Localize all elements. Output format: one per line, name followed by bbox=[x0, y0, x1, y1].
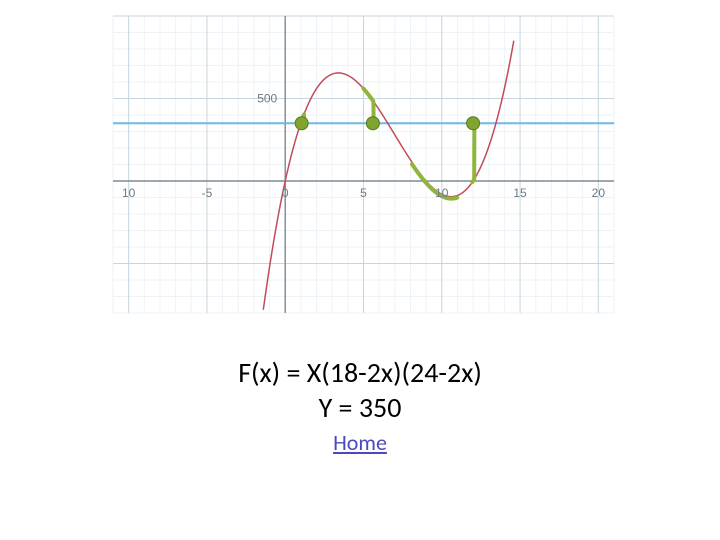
svg-text:20: 20 bbox=[592, 186, 606, 200]
equation-line-1: F(x) = X(18-2x)(24-2x) bbox=[0, 355, 720, 390]
svg-text:5: 5 bbox=[360, 186, 367, 200]
svg-text:15: 15 bbox=[513, 186, 527, 200]
home-link[interactable]: Home bbox=[333, 429, 387, 456]
svg-text:0: 0 bbox=[282, 186, 289, 200]
svg-text:-5: -5 bbox=[202, 186, 213, 200]
svg-text:10: 10 bbox=[435, 186, 449, 200]
caption-block: F(x) = X(18-2x)(24-2x) Y = 350 Home bbox=[0, 355, 720, 456]
chart-area: 10 -5 0 5 10 15 20 500 bbox=[95, 12, 620, 337]
svg-text:10: 10 bbox=[122, 186, 136, 200]
chart-svg: 10 -5 0 5 10 15 20 500 bbox=[95, 12, 620, 337]
svg-text:500: 500 bbox=[257, 92, 277, 106]
equation-line-2: Y = 350 bbox=[0, 390, 720, 425]
